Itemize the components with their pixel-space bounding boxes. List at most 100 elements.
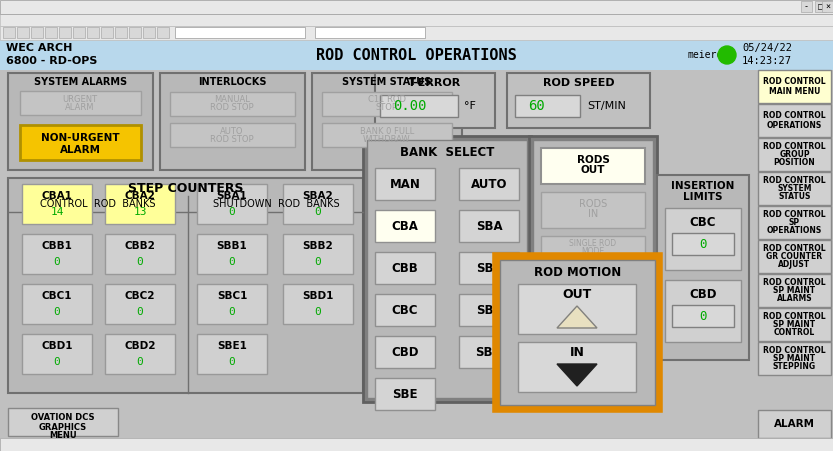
Text: MANUAL: MANUAL: [214, 96, 250, 105]
Bar: [801, 1, 812, 12]
Bar: [495, 255, 660, 410]
Bar: [541, 236, 645, 260]
Bar: [105, 334, 175, 374]
Text: 0: 0: [315, 207, 322, 217]
Bar: [541, 268, 645, 296]
Text: URGENT: URGENT: [62, 96, 97, 105]
Text: °F: °F: [464, 101, 476, 111]
Bar: [541, 148, 645, 184]
Text: ST/MIN: ST/MIN: [587, 101, 626, 111]
Text: 0: 0: [53, 357, 60, 367]
Bar: [157, 27, 169, 38]
Text: SHUTDOWN  ROD  BANKS: SHUTDOWN ROD BANKS: [212, 199, 339, 209]
Text: CONTROL  ROD  BANKS: CONTROL ROD BANKS: [40, 199, 156, 209]
Bar: [758, 410, 831, 438]
Text: 60: 60: [529, 99, 546, 113]
Text: SYSTEM: SYSTEM: [777, 184, 811, 193]
Bar: [375, 73, 495, 128]
Text: LIMITS: LIMITS: [683, 192, 723, 202]
Text: ROD CONTROL OPERATIONS: ROD CONTROL OPERATIONS: [316, 47, 516, 63]
Text: ROD CONTROL: ROD CONTROL: [763, 312, 826, 321]
Text: ×: ×: [825, 3, 830, 11]
Text: CBC: CBC: [690, 216, 716, 230]
Text: SBC: SBC: [476, 304, 502, 317]
Bar: [459, 252, 519, 284]
Bar: [758, 172, 831, 205]
Text: ROD CONTROL: ROD CONTROL: [763, 77, 826, 86]
Text: SYSTEM ALARMS: SYSTEM ALARMS: [34, 77, 127, 87]
Text: ROD CONTROL: ROD CONTROL: [763, 110, 826, 120]
Bar: [22, 234, 92, 274]
Text: SBE: SBE: [392, 387, 418, 400]
Bar: [322, 123, 452, 147]
Bar: [375, 336, 435, 368]
Text: SBA1: SBA1: [217, 191, 247, 201]
Bar: [758, 138, 831, 171]
Bar: [375, 210, 435, 242]
Text: BANK 0 FULL: BANK 0 FULL: [360, 126, 414, 135]
Text: CBB1: CBB1: [42, 241, 72, 251]
Text: SBC1: SBC1: [217, 291, 247, 301]
Bar: [459, 336, 519, 368]
Text: ALARM: ALARM: [59, 145, 101, 155]
Bar: [518, 342, 636, 392]
Text: 6800 - RD-OPS: 6800 - RD-OPS: [6, 56, 97, 66]
Bar: [105, 184, 175, 224]
Bar: [143, 27, 155, 38]
Text: CONTROL: CONTROL: [774, 328, 816, 337]
Bar: [17, 27, 29, 38]
Text: RODS: RODS: [576, 155, 610, 165]
Bar: [758, 240, 831, 273]
Text: IN: IN: [570, 346, 585, 359]
Text: ROD MOTION: ROD MOTION: [534, 267, 621, 280]
Text: CBC2: CBC2: [125, 291, 155, 301]
Text: CBC1: CBC1: [42, 291, 72, 301]
Bar: [283, 184, 353, 224]
Text: INSERTION: INSERTION: [671, 181, 735, 191]
Bar: [515, 95, 580, 117]
Bar: [197, 184, 267, 224]
Bar: [518, 284, 636, 334]
Text: GR COUNTER: GR COUNTER: [766, 252, 822, 261]
Text: LAI  CAP: LAI CAP: [763, 440, 798, 449]
Text: STOP: STOP: [376, 103, 398, 112]
Bar: [672, 233, 734, 255]
Bar: [0, 26, 833, 40]
Bar: [8, 73, 153, 170]
Text: AUTO: AUTO: [220, 126, 244, 135]
Bar: [758, 342, 831, 375]
Text: □: □: [818, 3, 823, 11]
Text: OUT: OUT: [581, 165, 606, 175]
Text: 0: 0: [315, 307, 322, 317]
Bar: [375, 252, 435, 284]
Bar: [3, 27, 15, 38]
Bar: [20, 91, 141, 115]
Text: Graphics - WARCH ROD CONTROL OVERVIEW - C:\Ovation\mm\graphics\diagrams\6800touc: Graphics - WARCH ROD CONTROL OVERVIEW - …: [5, 3, 379, 11]
Bar: [105, 284, 175, 324]
Text: WITHDRAW: WITHDRAW: [363, 134, 411, 143]
Text: SP MAINT: SP MAINT: [773, 320, 816, 329]
Bar: [175, 27, 305, 38]
Text: CBB: CBB: [392, 262, 418, 275]
Bar: [322, 92, 452, 116]
Bar: [170, 92, 295, 116]
Text: SP: SP: [789, 218, 800, 227]
Text: STATUS: STATUS: [778, 192, 811, 201]
Text: SINGLE ROD: SINGLE ROD: [562, 273, 624, 282]
Text: ROD CONTROL: ROD CONTROL: [763, 244, 826, 253]
Bar: [20, 125, 141, 160]
Bar: [822, 1, 833, 12]
Text: CBD: CBD: [392, 345, 419, 359]
Text: -: -: [804, 3, 809, 11]
Circle shape: [718, 46, 736, 64]
Bar: [363, 136, 531, 402]
Bar: [657, 175, 749, 360]
Text: ALARM: ALARM: [774, 419, 815, 429]
Text: 0: 0: [137, 307, 143, 317]
Text: 0: 0: [699, 238, 706, 250]
Bar: [758, 308, 831, 341]
Text: File: File: [8, 15, 23, 24]
Text: 0: 0: [137, 357, 143, 367]
Text: 0: 0: [137, 257, 143, 267]
Text: MENU: MENU: [49, 432, 77, 441]
